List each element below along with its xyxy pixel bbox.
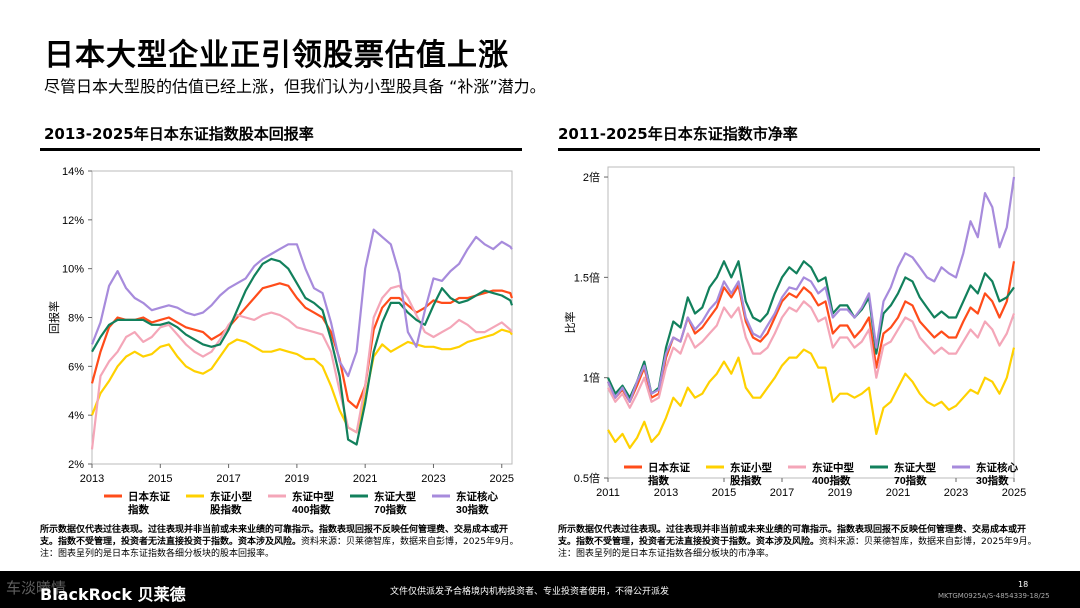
left-footnote-source: 资料来源：贝莱德智库，数据来自彭博，2025年9月。注：图表呈列的是日本东证指数…	[40, 537, 519, 559]
x-tick-label: 2021	[886, 487, 910, 499]
series-line	[606, 260, 1015, 399]
watermark: 车淡曦情	[6, 579, 67, 597]
y-tick-label: 1倍	[583, 371, 600, 385]
series-line	[90, 284, 513, 450]
x-tick-label: 2013	[80, 473, 104, 485]
plot-frame	[607, 166, 1015, 479]
right-chart-title: 2011-2025年日本东证指数市净率	[558, 125, 798, 143]
left-footnote: 所示数据仅代表过往表现。过往表现并非当前或未来业绩的可靠指示。指数表现回报不反映…	[40, 524, 520, 560]
legend-label: 30指数	[456, 503, 489, 516]
y-tick-label: 6%	[68, 361, 84, 373]
x-tick-label: 2015	[712, 487, 736, 499]
right-footnote-bold: 所示数据仅代表过往表现。过往表现并非当前或未来业绩的可靠指示。指数表现回报不反映…	[558, 525, 1027, 547]
series-line	[606, 176, 1016, 403]
series-line	[90, 282, 514, 409]
legend-label: 东证大型	[894, 461, 936, 474]
left-footnote-bold: 所示数据仅代表过往表现。过往表现并非当前或未来业绩的可靠指示。指数表现回报不反映…	[40, 525, 509, 547]
x-tick-label: 2021	[353, 473, 377, 485]
y-tick-label: 2倍	[583, 170, 600, 184]
y-tick-label: 4%	[68, 410, 84, 422]
y-tick-label: 14%	[62, 166, 84, 178]
left-chart-title: 2013-2025年日本东证指数股本回报率	[44, 125, 314, 143]
right-footnote-source: 资料来源：贝莱德智库，数据来自彭博，2025年9月。注：图表呈列的是日本东证指数…	[558, 537, 1037, 559]
left-chart-rule	[40, 148, 522, 151]
series-line	[607, 347, 1016, 449]
legend-label: 股指数	[210, 503, 242, 516]
y-tick-label: 12%	[62, 215, 84, 227]
x-tick-label: 2023	[944, 487, 968, 499]
legend-label: 指数	[128, 503, 149, 516]
document-code: MKTGM0925A/S-4854339-18/25	[938, 592, 1050, 600]
legend-label: 东证核心	[976, 461, 1018, 474]
legend-label: 东证大型	[374, 490, 416, 503]
series-line	[90, 328, 513, 434]
x-tick-label: 2017	[770, 487, 794, 499]
y-tick-label: 1.5倍	[574, 270, 600, 284]
footer-bar: 车淡曦情 BlackRock 贝莱德 文件仅供派发予合格境内机构投资者、专业投资…	[0, 571, 1080, 608]
legend-label: 指数	[648, 474, 669, 487]
y-tick-label: 8%	[68, 313, 84, 325]
x-tick-label: 2025	[1002, 487, 1026, 499]
page-title: 日本大型企业正引领股票估值上涨	[44, 38, 509, 73]
x-tick-label: 2017	[216, 473, 240, 485]
x-tick-label: 2019	[828, 487, 852, 499]
right-chart-rule	[558, 148, 1040, 151]
x-tick-label: 2015	[148, 473, 172, 485]
x-tick-label: 2011	[596, 487, 620, 499]
legend-label: 东证中型	[812, 461, 854, 474]
series-line	[91, 257, 514, 446]
x-tick-label: 2023	[421, 473, 445, 485]
y-tick-label: 0.5倍	[574, 471, 600, 485]
footer-disclaimer: 文件仅供派发予合格境内机构投资者、专业投资者使用，不得公开派发	[390, 587, 670, 597]
legend-label: 70指数	[894, 474, 927, 487]
x-tick-label: 2013	[654, 487, 678, 499]
legend-label: 股指数	[730, 474, 762, 487]
y-axis-label: 回报率	[47, 301, 61, 334]
legend-label: 400指数	[812, 474, 851, 487]
y-tick-label: 10%	[62, 264, 84, 276]
legend-label: 30指数	[976, 474, 1009, 487]
y-tick-label: 2%	[68, 459, 84, 471]
legend-label: 日本东证	[648, 461, 690, 474]
legend-label: 东证核心	[456, 490, 498, 503]
legend-label: 东证中型	[292, 490, 334, 503]
legend-label: 70指数	[374, 503, 407, 516]
page-subtitle: 尽管日本大型股的估值已经上涨，但我们认为小型股具备 “补涨”潜力。	[44, 77, 546, 96]
legend-label: 东证小型	[730, 461, 772, 474]
blackrock-logo: BlackRock 贝莱德	[40, 585, 186, 604]
page-number: 18	[1018, 580, 1029, 589]
legend-label: 400指数	[292, 503, 331, 516]
legend-label: 东证小型	[210, 490, 252, 503]
x-tick-label: 2019	[285, 473, 309, 485]
y-axis-label: 比率	[563, 312, 577, 334]
right-footnote: 所示数据仅代表过往表现。过往表现并非当前或未来业绩的可靠指示。指数表现回报不反映…	[558, 524, 1038, 560]
x-tick-label: 2025	[490, 473, 514, 485]
legend-label: 日本东证	[128, 490, 170, 503]
series-line	[607, 300, 1016, 409]
series-line	[90, 228, 513, 378]
